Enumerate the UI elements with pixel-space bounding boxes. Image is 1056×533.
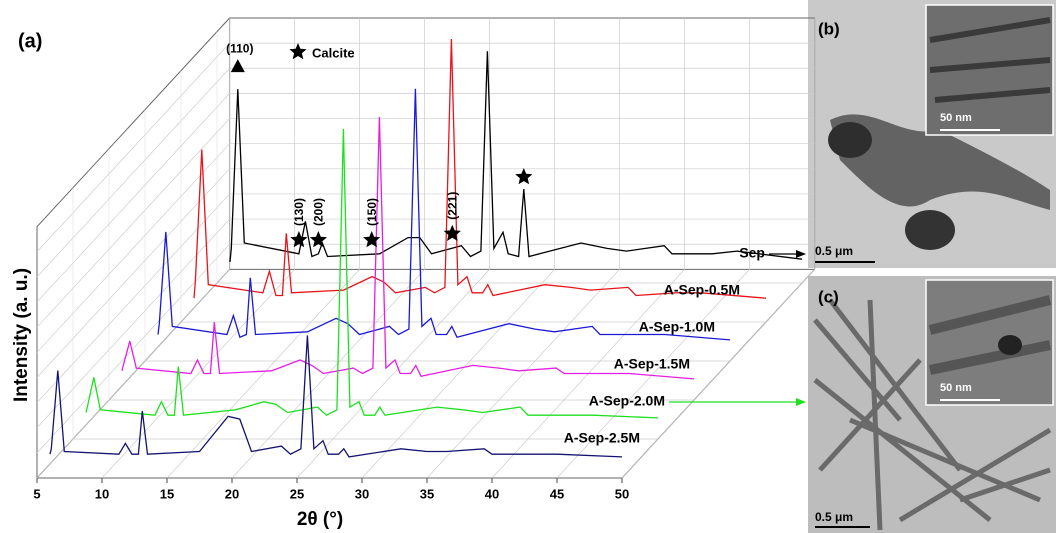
series-line (229, 51, 803, 262)
tem-fiber (929, 17, 1051, 103)
tem-aggregate (830, 114, 1050, 210)
legend-label: Calcite (312, 45, 355, 60)
y-axis-label: Intensity (a. u.) (11, 268, 32, 402)
wall-grid (36, 68, 230, 278)
calcite-marker (290, 231, 308, 248)
series-line (85, 128, 659, 419)
x-tick-label: 20 (225, 486, 239, 501)
chart: 5 10 15 20 25 30 35 40 45 50 Sep A-Sep-0.5M A-Sep-1.… (33, 17, 816, 501)
x-tick-label: 45 (550, 486, 564, 501)
calcite-marker (443, 224, 461, 241)
legend-marker (289, 43, 307, 60)
tem-aggregate (828, 122, 872, 158)
series-label: A-Sep-1.0M (639, 319, 715, 335)
peak-label: (221) (445, 192, 459, 220)
x-axis-label: 2θ (°) (297, 509, 343, 530)
peak-marker (230, 59, 245, 73)
peak-label: (110) (226, 41, 253, 55)
series-label: Sep (739, 245, 765, 261)
x-tick-label: 15 (160, 486, 174, 501)
grid-line (296, 269, 490, 479)
tem-panel-b: (b) 50 nm 0.5 μm (808, 0, 1056, 268)
scale-text: 50 nm (940, 112, 972, 124)
wall-grid (36, 243, 230, 454)
x-tick-label: 30 (355, 486, 369, 501)
calcite-marker (515, 168, 533, 185)
peak-label: (200) (312, 198, 326, 226)
wall-grid (36, 42, 230, 253)
series-label: A-Sep-2.5M (564, 430, 640, 446)
scale-text: 0.5 μm (815, 244, 853, 258)
tem-aggregate (905, 210, 955, 250)
pointer-head (796, 398, 806, 406)
calcite-marker (309, 231, 327, 248)
wall-grid (36, 168, 230, 378)
peak-label: (150) (365, 198, 379, 226)
grid-line (101, 269, 295, 479)
series-label: A-Sep-1.5M (614, 356, 690, 372)
x-tick-label: 40 (485, 486, 499, 501)
wall-grid (36, 93, 230, 303)
scale-text: 50 nm (940, 382, 972, 394)
calcite-marker (363, 231, 381, 248)
panel-label: (a) (18, 30, 42, 52)
pointer-head (796, 250, 806, 258)
tem-particle (998, 335, 1022, 355)
x-tick-label: 35 (420, 486, 434, 501)
wall-grid (36, 143, 230, 353)
grid-line (231, 269, 425, 479)
wall-grid (36, 118, 230, 328)
tem-panel-c: (c) 50 nm 0.5 μm (808, 276, 1056, 533)
wall-grid (36, 218, 230, 428)
grid-line (361, 269, 555, 479)
series-label: A-Sep-2.0M (589, 393, 665, 409)
series-line (121, 116, 695, 380)
series-line (193, 38, 767, 299)
series-line (157, 88, 731, 341)
tem-fiber (928, 295, 1052, 375)
panel-label: (c) (818, 287, 839, 306)
scale-text: 0.5 μm (815, 510, 853, 524)
x-tick-label: 5 (33, 486, 40, 501)
x-tick-label: 50 (615, 486, 629, 501)
x-tick-label: 25 (290, 486, 304, 501)
series-line (49, 335, 623, 458)
grid-line (621, 269, 815, 479)
tem-fiber (813, 298, 1052, 531)
grid-line (556, 269, 750, 479)
x-tick-label: 10 (95, 486, 109, 501)
series-label: A-Sep-0.5M (664, 282, 740, 298)
grid-line (36, 269, 230, 479)
peak-label: (130) (292, 198, 306, 226)
grid-line (166, 269, 360, 479)
panel-label: (b) (818, 19, 840, 38)
grid-line (426, 269, 620, 479)
